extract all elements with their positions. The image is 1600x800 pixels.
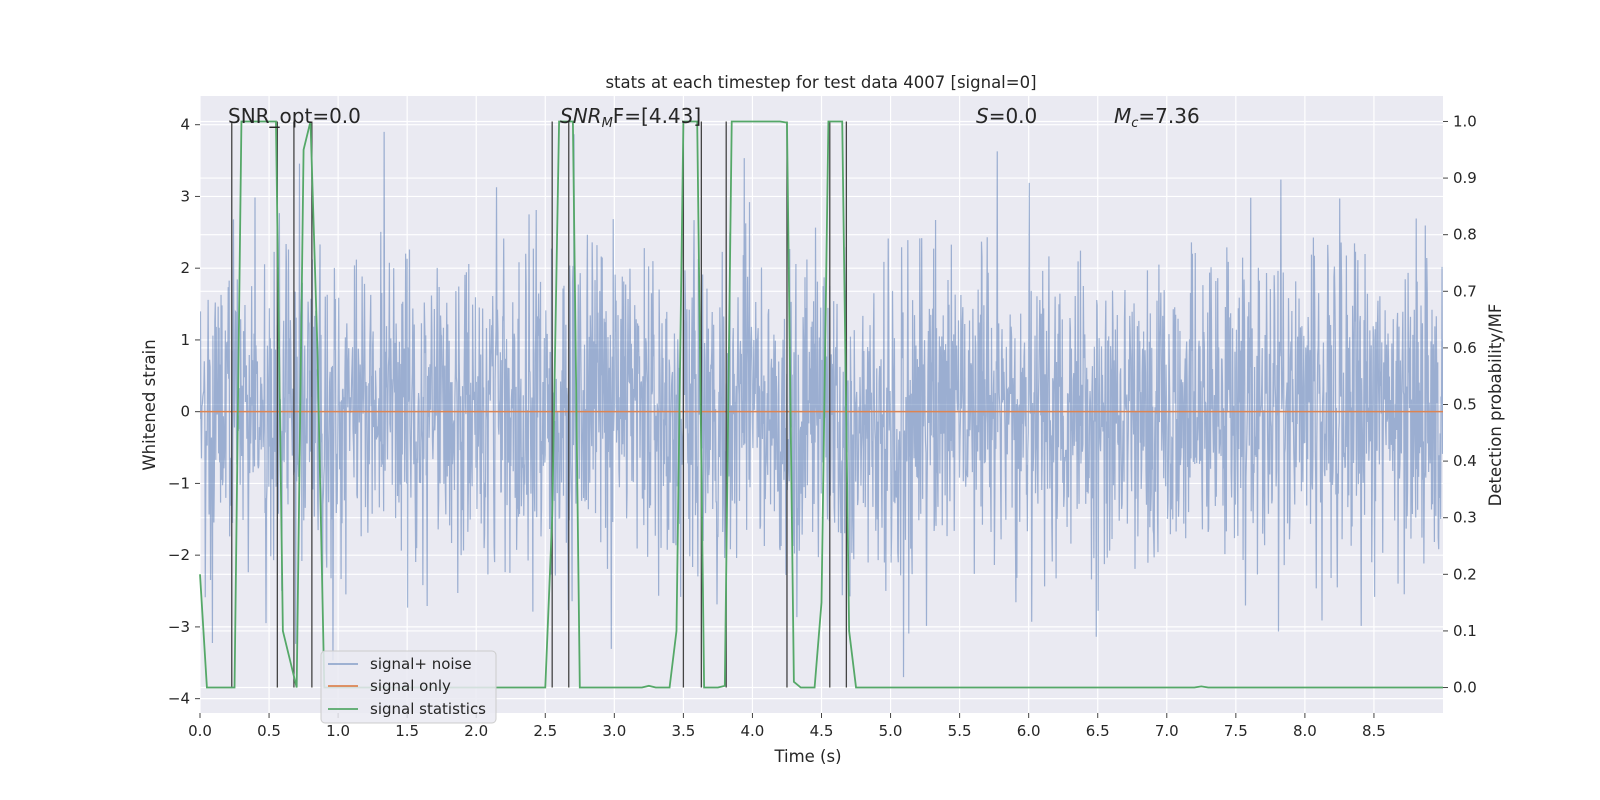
- x-tick-label: 2.0: [464, 722, 488, 740]
- x-tick-label: 8.0: [1293, 722, 1317, 740]
- y-tick-label: −1: [168, 474, 190, 492]
- y2-tick-label: 0.7: [1453, 282, 1477, 300]
- series-signal-statistics: [199, 120, 1443, 689]
- x-tick-label: 7.5: [1224, 722, 1248, 740]
- x-tick-label: 1.0: [326, 722, 350, 740]
- annotation-snr-mf: SNRMF=[4.43]: [560, 104, 701, 131]
- y-tick-label: −3: [168, 618, 190, 636]
- x-tick-label: 1.5: [395, 722, 419, 740]
- x-tick-label: 7.0: [1155, 722, 1179, 740]
- y2-tick-label: 0.1: [1453, 622, 1477, 640]
- annotation-layer: SNR_opt=0.0 SNRMF=[4.43] S=0.0 Mc=7.36: [228, 104, 1200, 131]
- y2-tick-label: 0.4: [1453, 452, 1477, 470]
- legend-label-statistics: signal statistics: [370, 700, 486, 718]
- legend-box: [320, 650, 497, 724]
- y2-tick-label: 0.3: [1453, 509, 1477, 527]
- y2-tick-label: 0.6: [1453, 339, 1477, 357]
- x-tick-label: 6.0: [1017, 722, 1041, 740]
- y-tick-label: 1: [180, 331, 190, 349]
- x-tick-label: 3.0: [602, 722, 626, 740]
- y-tick-label: −4: [168, 690, 190, 708]
- x-tick-label: 4.0: [741, 722, 765, 740]
- x-tick-label: 0.5: [257, 722, 281, 740]
- legend-label-signal: signal only: [370, 677, 451, 695]
- y2-tick-label: 0.9: [1453, 169, 1477, 187]
- annotation-snr-opt: SNR_opt=0.0: [228, 104, 361, 128]
- x-axis-label: Time (s): [773, 747, 841, 766]
- series-signal-noise: [200, 131, 1443, 678]
- y-tick-label: 4: [180, 116, 190, 134]
- tick-label-layer: 0.0 0.5 1.0 1.5 2.0 2.5 3.0 3.5 4.0 4.5 5.0 5.5 6.0 6…: [168, 112, 1477, 740]
- x-tick-label: 5.0: [879, 722, 903, 740]
- y-axis-label: Whitened strain: [140, 339, 159, 470]
- y2-tick-label: 0.5: [1453, 396, 1477, 414]
- y-tick-label: −2: [168, 546, 190, 564]
- y-tick-label: 0: [180, 403, 190, 421]
- y-tick-label: 3: [180, 187, 190, 205]
- x-tick-label: 6.5: [1086, 722, 1110, 740]
- y2-axis-label: Detection probability/MF: [1486, 304, 1505, 507]
- x-tick-label: 8.5: [1362, 722, 1386, 740]
- annotation-mc: Mc=7.36: [1114, 104, 1200, 131]
- legend: signal+ noise signal only signal statist…: [320, 650, 497, 724]
- y2-tick-label: 1.0: [1453, 112, 1477, 130]
- x-tick-label: 0.0: [188, 722, 212, 740]
- y-tick-label: 2: [180, 259, 190, 277]
- signal-statistics-layer: [199, 120, 1443, 689]
- x-tick-label: 5.5: [948, 722, 972, 740]
- noise-series-layer: [200, 131, 1443, 678]
- y2-tick-label: 0.0: [1453, 679, 1477, 697]
- x-tick-label: 3.5: [671, 722, 695, 740]
- x-tick-label: 2.5: [533, 722, 557, 740]
- legend-label-noise: signal+ noise: [370, 655, 472, 673]
- y2-tick-label: 0.8: [1453, 226, 1477, 244]
- y2-tick-label: 0.2: [1453, 565, 1477, 583]
- chart-title: stats at each timestep for test data 400…: [605, 73, 1036, 92]
- x-tick-label: 4.5: [810, 722, 834, 740]
- annotation-s: S=0.0: [976, 104, 1037, 128]
